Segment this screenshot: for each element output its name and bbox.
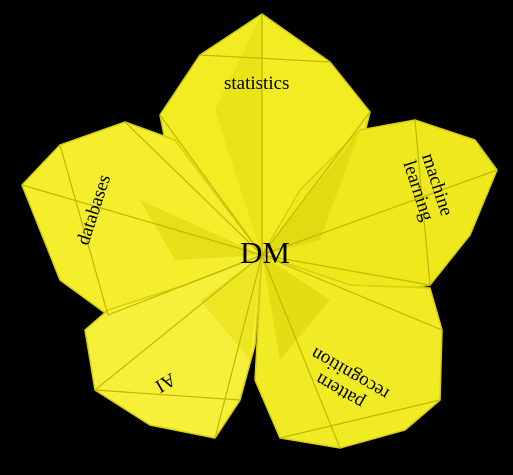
label-statistics: statistics (224, 74, 289, 94)
label-center-dm: DM (240, 237, 290, 270)
